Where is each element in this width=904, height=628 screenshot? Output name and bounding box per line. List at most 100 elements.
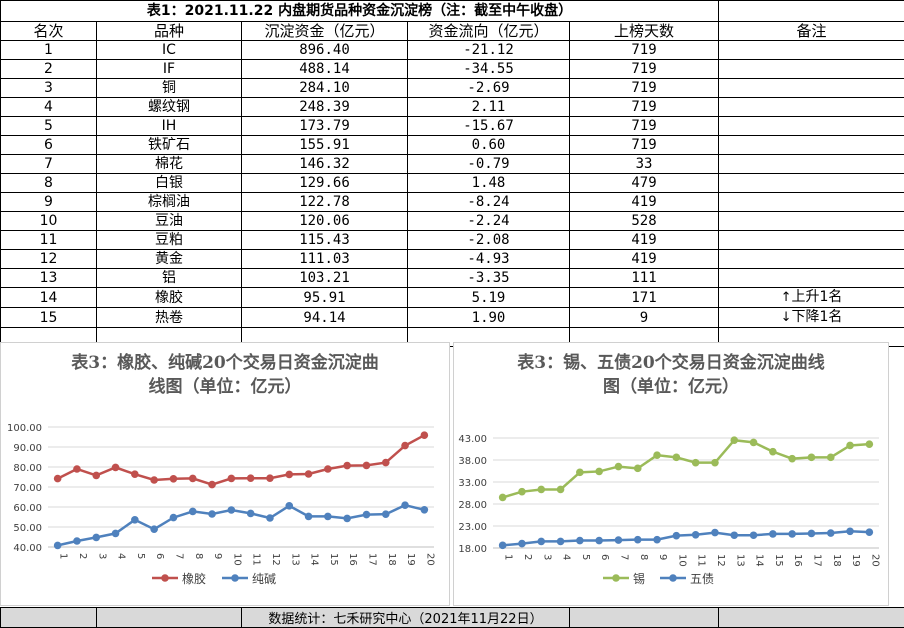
cell-days: 719 — [568, 78, 720, 98]
cell-days: 171 — [568, 287, 720, 308]
cell-name: 铜 — [96, 78, 242, 98]
legend-swatch-marker — [231, 574, 239, 582]
cell-note — [718, 192, 904, 212]
x-tick-label: 10 — [676, 554, 687, 567]
data-point — [343, 461, 351, 470]
y-tick-label: 90.00 — [13, 443, 42, 454]
note-text: 上升1名 — [791, 289, 843, 305]
cell-days: 719 — [568, 116, 720, 136]
legend-label: 锡 — [633, 571, 645, 586]
x-tick-label: 4 — [116, 553, 127, 559]
y-tick-label: 50.00 — [13, 523, 42, 534]
cell-name: 黄金 — [96, 249, 242, 269]
x-tick-label: 7 — [173, 553, 184, 559]
x-tick-label: 14 — [754, 554, 765, 567]
cell-flow: -21.12 — [407, 40, 570, 60]
note-text: 下降1名 — [791, 309, 843, 325]
data-point — [518, 539, 526, 548]
data-point — [537, 485, 546, 494]
x-tick-label: 4 — [561, 554, 572, 560]
data-point — [711, 528, 719, 537]
data-point — [285, 470, 294, 479]
cell-flow: -2.24 — [407, 211, 570, 231]
data-point — [420, 431, 429, 439]
x-tick-label: 16 — [347, 553, 358, 566]
x-tick-label: 15 — [328, 553, 339, 566]
cell-rank: 10 — [0, 211, 97, 231]
table-row: 6 铁矿石 155.91 0.60 719 — [0, 135, 904, 155]
cell-flow: -2.69 — [407, 78, 570, 98]
data-point — [131, 516, 139, 524]
x-tick-label: 19 — [405, 553, 416, 566]
x-tick-label: 20 — [869, 554, 880, 567]
x-tick-label: 13 — [734, 554, 745, 567]
cell-capital: 896.40 — [241, 40, 408, 60]
data-point — [188, 474, 197, 483]
cell-flow: 1.48 — [407, 173, 570, 193]
chart-border — [453, 342, 889, 606]
table-row: 5 IH 173.79 -15.67 719 — [0, 116, 904, 136]
chart-rubber-sodaash: 表3：橡胶、纯碱20个交易日资金沉淀曲 线图（单位：亿元） 100.00 90.00 8… — [0, 342, 450, 606]
cell-flow: 1.90 — [407, 307, 570, 328]
data-point — [420, 506, 429, 514]
data-point — [285, 502, 294, 510]
data-point — [653, 451, 661, 459]
table-row: 1 IC 896.40 -21.12 719 — [0, 40, 904, 60]
x-tick-label: 8 — [193, 553, 204, 559]
y-tick-label: 40.00 — [13, 543, 42, 554]
table-row: 4 螺纹钢 248.39 2.11 719 — [0, 97, 904, 117]
x-tick-label: 1 — [503, 554, 514, 560]
cell-flow: -2.08 — [407, 230, 570, 250]
legend-label: 橡胶 — [182, 571, 206, 586]
y-tick-label: 70.00 — [13, 483, 42, 494]
cell-days: 419 — [568, 230, 720, 250]
x-tick-label: 3 — [96, 553, 107, 559]
data-point — [381, 510, 390, 518]
table-row: 15 热卷 94.14 1.90 9 ↓下降1名 — [0, 307, 904, 328]
cell-rank: 7 — [0, 154, 97, 174]
cell-note: ↑上升1名 — [718, 287, 904, 308]
data-point — [343, 514, 351, 523]
data-point — [111, 529, 120, 538]
data-point — [846, 441, 854, 450]
data-point — [227, 506, 236, 514]
data-point — [826, 529, 835, 537]
cell-days: 719 — [568, 97, 720, 117]
data-point — [691, 458, 700, 467]
chart-title: 表3：锡、五债20个交易日资金沉淀曲线 — [517, 352, 825, 373]
x-tick-label: 12 — [270, 553, 281, 566]
data-point — [633, 464, 642, 473]
x-tick-label: 19 — [850, 554, 861, 567]
cell-rank: 6 — [0, 135, 97, 155]
x-tick-label: 20 — [424, 553, 435, 566]
data-point — [576, 468, 584, 477]
header-note: 备注 — [718, 21, 904, 41]
arrow-down-icon: ↓ — [780, 310, 792, 325]
data-point — [246, 509, 255, 518]
data-point — [401, 501, 409, 509]
data-point — [749, 438, 758, 447]
cell-days: 479 — [568, 173, 720, 193]
cell-note — [718, 116, 904, 136]
cell-flow: -4.93 — [407, 249, 570, 269]
data-point — [807, 453, 816, 462]
x-tick-label: 2 — [77, 553, 88, 559]
legend-swatch-marker — [612, 574, 620, 582]
cell-name: IF — [96, 59, 242, 79]
cell-flow: -8.24 — [407, 192, 570, 212]
cell-note — [718, 154, 904, 174]
cell-flow: -15.67 — [407, 116, 570, 136]
data-point — [614, 536, 623, 544]
cell-note — [718, 230, 904, 250]
header-flow: 资金流向（亿元） — [407, 21, 570, 41]
table-title: 表1：2021.11.22 内盘期货品种资金沉淀榜（注：截至中午收盘） — [0, 0, 720, 22]
x-tick-label: 1 — [58, 553, 69, 559]
x-tick-label: 14 — [309, 553, 320, 566]
table-row: 10 豆油 120.06 -2.24 528 — [0, 211, 904, 231]
data-point — [788, 530, 796, 538]
data-point — [826, 453, 835, 462]
table-row: 8 白银 129.66 1.48 479 — [0, 173, 904, 193]
y-tick-label: 43.00 — [458, 434, 487, 445]
data-point — [73, 465, 81, 473]
cell-capital: 146.32 — [241, 154, 408, 174]
